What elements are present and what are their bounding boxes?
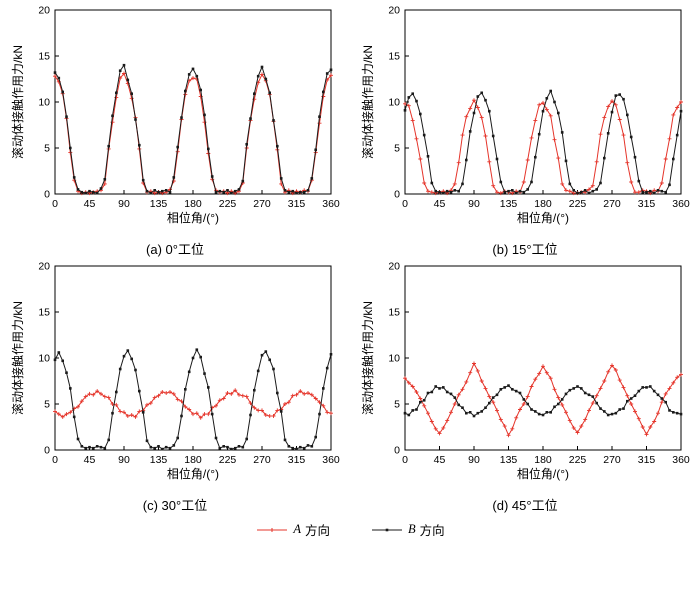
svg-text:45: 45 — [84, 454, 96, 466]
svg-text:135: 135 — [150, 198, 168, 210]
svg-text:270: 270 — [253, 198, 271, 210]
svg-text:315: 315 — [288, 454, 306, 466]
svg-text:180: 180 — [184, 198, 202, 210]
subplot-d: 0 45 90 135 180 225 270 315 360 0 5 10 15 20 相位角/(°) 滚动… — [350, 258, 700, 514]
legend-line-a-icon — [257, 527, 288, 532]
svg-text:270: 270 — [253, 454, 271, 466]
svg-text:225: 225 — [219, 198, 237, 210]
svg-text:15: 15 — [38, 51, 50, 63]
svg-text:315: 315 — [638, 198, 656, 210]
svg-text:滚动体接触作用力/kN: 滚动体接触作用力/kN — [10, 45, 25, 159]
svg-text:135: 135 — [150, 454, 168, 466]
subplot-d-caption: (d) 45°工位 — [492, 498, 558, 513]
svg-text:45: 45 — [434, 454, 446, 466]
subplot-c-caption: (c) 30°工位 — [142, 498, 208, 513]
svg-text:0: 0 — [52, 198, 58, 210]
svg-text:相位角/(°): 相位角/(°) — [167, 466, 219, 481]
svg-text:90: 90 — [118, 198, 130, 210]
svg-text:15: 15 — [38, 307, 50, 319]
subplot-d-plot: 0 45 90 135 180 225 270 315 360 0 5 10 15 20 相位角/(°) 滚动… — [360, 261, 690, 482]
subplot-b-caption: (b) 15°工位 — [492, 242, 558, 257]
svg-text:360: 360 — [672, 454, 690, 466]
svg-text:270: 270 — [603, 454, 621, 466]
legend-item-b: B 方向 — [370, 520, 445, 539]
subplot-c-plot: 0 45 90 135 180 225 270 315 360 0 5 10 15 20 相位角/(°) 滚动… — [10, 261, 340, 482]
svg-text:20: 20 — [38, 261, 50, 273]
subplot-grid: 0 45 90 135 180 225 270 315 360 0 5 10 15 20 相位角/(°) 滚动… — [0, 2, 700, 514]
svg-text:315: 315 — [288, 198, 306, 210]
subplot-a: 0 45 90 135 180 225 270 315 360 0 5 10 15 20 相位角/(°) 滚动… — [0, 2, 350, 258]
legend-symbol-b: B — [408, 522, 416, 536]
svg-text:20: 20 — [38, 5, 50, 17]
legend: A 方向 B 方向 — [0, 520, 700, 539]
svg-text:相位角/(°): 相位角/(°) — [517, 466, 569, 481]
subplot-a-caption: (a) 0°工位 — [146, 242, 204, 257]
svg-text:180: 180 — [534, 454, 552, 466]
svg-text:360: 360 — [322, 454, 340, 466]
svg-text:225: 225 — [219, 454, 237, 466]
legend-item-a: A 方向 — [255, 520, 330, 539]
svg-text:180: 180 — [184, 454, 202, 466]
subplot-b-plot: 0 45 90 135 180 225 270 315 360 0 5 10 15 20 相位角/(°) 滚动… — [360, 5, 690, 226]
subplot-c: 0 45 90 135 180 225 270 315 360 0 5 10 15 20 相位角/(°) 滚动… — [0, 258, 350, 514]
svg-text:225: 225 — [569, 454, 587, 466]
svg-text:0: 0 — [402, 198, 408, 210]
svg-text:90: 90 — [118, 454, 130, 466]
legend-text-a: 方向 — [304, 524, 330, 538]
svg-text:10: 10 — [38, 353, 50, 365]
svg-text:225: 225 — [569, 198, 587, 210]
subplot-b: 0 45 90 135 180 225 270 315 360 0 5 10 15 20 相位角/(°) 滚动… — [350, 2, 700, 258]
subplot-a-plot: 0 45 90 135 180 225 270 315 360 0 5 10 15 20 相位角/(°) 滚动… — [10, 5, 340, 226]
svg-text:5: 5 — [394, 143, 400, 155]
svg-text:15: 15 — [388, 51, 400, 63]
svg-text:45: 45 — [84, 198, 96, 210]
svg-text:20: 20 — [388, 261, 400, 273]
svg-text:滚动体接触作用力/kN: 滚动体接触作用力/kN — [10, 301, 25, 415]
svg-text:360: 360 — [322, 198, 340, 210]
svg-text:相位角/(°): 相位角/(°) — [167, 210, 219, 225]
svg-text:5: 5 — [44, 399, 50, 411]
svg-text:滚动体接触作用力/kN: 滚动体接触作用力/kN — [360, 301, 375, 415]
svg-text:360: 360 — [672, 198, 690, 210]
svg-text:135: 135 — [500, 454, 518, 466]
legend-line-b-icon — [372, 528, 402, 531]
svg-text:5: 5 — [394, 399, 400, 411]
legend-symbol-a: A — [293, 522, 301, 536]
svg-text:5: 5 — [44, 143, 50, 155]
svg-text:0: 0 — [394, 445, 400, 457]
svg-text:45: 45 — [434, 198, 446, 210]
svg-text:相位角/(°): 相位角/(°) — [517, 210, 569, 225]
svg-text:135: 135 — [500, 198, 518, 210]
svg-text:15: 15 — [388, 307, 400, 319]
svg-text:0: 0 — [52, 454, 58, 466]
svg-text:180: 180 — [534, 198, 552, 210]
svg-text:10: 10 — [38, 97, 50, 109]
svg-text:0: 0 — [44, 445, 50, 457]
svg-text:滚动体接触作用力/kN: 滚动体接触作用力/kN — [360, 45, 375, 159]
svg-text:0: 0 — [402, 454, 408, 466]
legend-text-b: 方向 — [419, 524, 445, 538]
svg-text:10: 10 — [388, 97, 400, 109]
svg-text:90: 90 — [468, 454, 480, 466]
svg-text:20: 20 — [388, 5, 400, 17]
svg-text:10: 10 — [388, 353, 400, 365]
svg-text:0: 0 — [44, 189, 50, 201]
svg-text:315: 315 — [638, 454, 656, 466]
svg-text:270: 270 — [603, 198, 621, 210]
svg-text:90: 90 — [468, 198, 480, 210]
svg-text:0: 0 — [394, 189, 400, 201]
